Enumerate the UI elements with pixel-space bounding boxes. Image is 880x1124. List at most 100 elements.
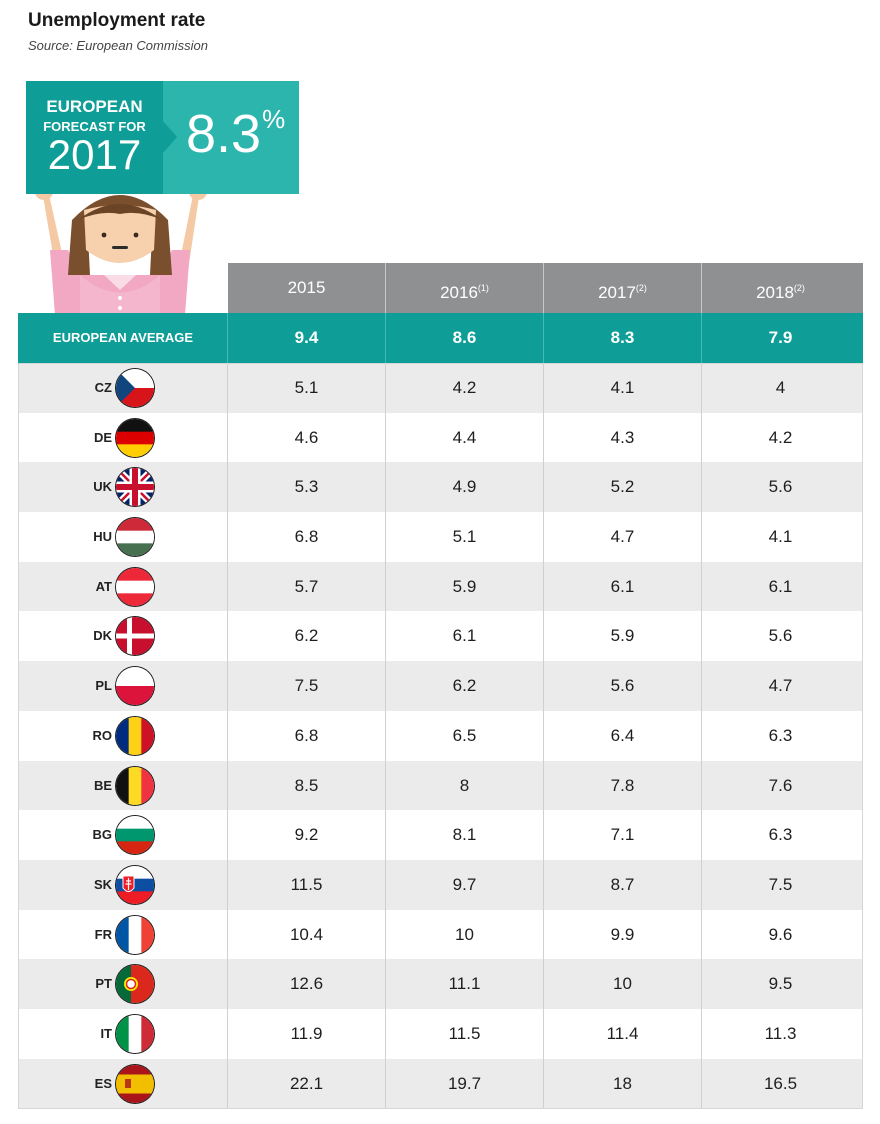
value-cell-2017: 4.1 xyxy=(610,378,635,397)
cell-divider xyxy=(543,710,544,761)
value-cell-2018: 5.6 xyxy=(768,477,793,497)
cell-divider xyxy=(227,611,228,662)
forecast-banner-value: 8.3% xyxy=(186,103,285,165)
value-cell-2016: 4.9 xyxy=(452,477,477,497)
value-cell-2016: 6.5 xyxy=(452,725,477,745)
value-cell-2015: 5.1 xyxy=(294,378,319,397)
bulgaria-flag-icon xyxy=(116,816,154,855)
cell-divider xyxy=(701,710,702,761)
column-year: 2016 xyxy=(440,283,478,302)
woman-illustration xyxy=(35,184,207,315)
value-cell-2016: 8.1 xyxy=(452,825,477,845)
table-row: HU 6.8 5.1 4.7 4.1 xyxy=(18,512,863,562)
value-cell-2016: 10 xyxy=(455,924,474,944)
value-cell-2015: 7.5 xyxy=(294,676,319,696)
country-code: FR xyxy=(94,926,112,942)
average-divider xyxy=(385,313,386,363)
country-code: SK xyxy=(93,876,112,892)
value-cell-2015: 9.2 xyxy=(294,825,319,845)
cell-divider xyxy=(227,661,228,711)
table-row: BG 9.2 8.1 7.1 6.3 xyxy=(18,810,863,860)
average-value-2016: 8.6 xyxy=(452,328,477,347)
value-cell-2016: 11.1 xyxy=(448,974,481,994)
column-footnote-marker: (2) xyxy=(793,283,805,293)
cell-divider xyxy=(701,909,702,960)
cell-divider xyxy=(701,561,702,612)
value-cell-2017: 4.3 xyxy=(610,427,635,447)
value-cell-2016: 5.9 xyxy=(452,576,477,596)
banner-arrow-icon xyxy=(163,121,177,153)
average-divider xyxy=(701,313,702,363)
denmark-flag-icon xyxy=(116,617,154,656)
cell-divider xyxy=(385,810,386,860)
cell-divider xyxy=(385,1008,386,1059)
country-code: AT xyxy=(95,578,112,594)
value-cell-2015: 5.7 xyxy=(294,576,319,596)
cell-divider xyxy=(701,512,702,562)
average-divider xyxy=(227,313,228,363)
cell-divider xyxy=(701,1058,702,1109)
cell-divider xyxy=(227,810,228,860)
value-cell-2017: 11.4 xyxy=(606,1023,639,1043)
average-value-2018: 7.9 xyxy=(768,328,793,347)
value-cell-2017: 6.1 xyxy=(610,576,635,596)
value-cell-2016: 6.2 xyxy=(452,676,477,696)
value-cell-2017: 7.1 xyxy=(610,825,635,845)
value-cell-2018: 6.1 xyxy=(768,576,793,596)
cell-divider xyxy=(227,462,228,513)
table-row: ES 22.1 19.7 18 16.5 xyxy=(18,1058,863,1109)
cell-divider xyxy=(543,1008,544,1059)
value-cell-2017: 9.9 xyxy=(610,924,635,944)
value-cell-2015: 11.9 xyxy=(290,1023,323,1043)
country-code: RO xyxy=(92,727,113,743)
portugal-flag-icon xyxy=(116,965,154,1004)
value-cell-2016: 6.1 xyxy=(452,626,477,646)
cell-divider xyxy=(227,710,228,761)
germany-flag-icon xyxy=(116,418,154,457)
cell-divider xyxy=(543,909,544,960)
forecast-banner-label-panel: EUROPEAN FORECAST FOR 2017 xyxy=(26,81,163,194)
country-code: HU xyxy=(93,529,112,545)
value-cell-2018: 7.5 xyxy=(768,874,793,894)
cell-divider xyxy=(385,363,386,413)
country-code: BG xyxy=(92,827,113,843)
cell-divider xyxy=(385,412,386,463)
cell-divider xyxy=(543,859,544,910)
column-year: 2018 xyxy=(756,283,794,302)
uk-flag-icon xyxy=(116,468,154,507)
column-year: 2015 xyxy=(287,278,326,297)
column-year: 2017 xyxy=(598,283,636,302)
table-row: AT 5.7 5.9 6.1 6.1 xyxy=(18,561,863,612)
cell-divider xyxy=(701,611,702,662)
value-cell-2018: 6.3 xyxy=(768,725,793,745)
slovakia-flag-icon xyxy=(116,865,154,904)
value-cell-2018: 16.5 xyxy=(763,1073,798,1093)
value-cell-2015: 10.4 xyxy=(289,924,324,944)
cell-divider xyxy=(701,1008,702,1059)
country-code: ES xyxy=(94,1075,112,1091)
value-cell-2018: 11.3 xyxy=(764,1023,797,1043)
value-cell-2017: 18 xyxy=(613,1073,632,1093)
table-row: DE 4.6 4.4 4.3 4.2 xyxy=(18,412,863,463)
spain-flag-icon xyxy=(116,1064,154,1103)
table-header: 2015 2016(1) 2017(2) 2018(2) xyxy=(228,263,863,313)
country-code: DK xyxy=(93,628,112,644)
column-footnote-marker: (2) xyxy=(635,283,647,293)
chart-title: Unemployment rate xyxy=(28,10,206,31)
average-divider xyxy=(543,313,544,363)
table-row: PT 12.6 11.1 10 9.5 xyxy=(18,959,863,1009)
cell-divider xyxy=(543,512,544,562)
value-cell-2018: 4 xyxy=(775,378,786,397)
cell-divider xyxy=(543,661,544,711)
poland-flag-icon xyxy=(116,667,154,706)
value-cell-2018: 4.7 xyxy=(768,676,793,696)
cell-divider xyxy=(543,561,544,612)
cell-divider xyxy=(385,760,386,811)
value-cell-2016: 5.1 xyxy=(452,527,477,547)
cell-divider xyxy=(701,959,702,1009)
cell-divider xyxy=(227,412,228,463)
cell-divider xyxy=(543,760,544,811)
cell-divider xyxy=(227,760,228,811)
cell-divider xyxy=(227,909,228,960)
cell-divider xyxy=(701,363,702,413)
